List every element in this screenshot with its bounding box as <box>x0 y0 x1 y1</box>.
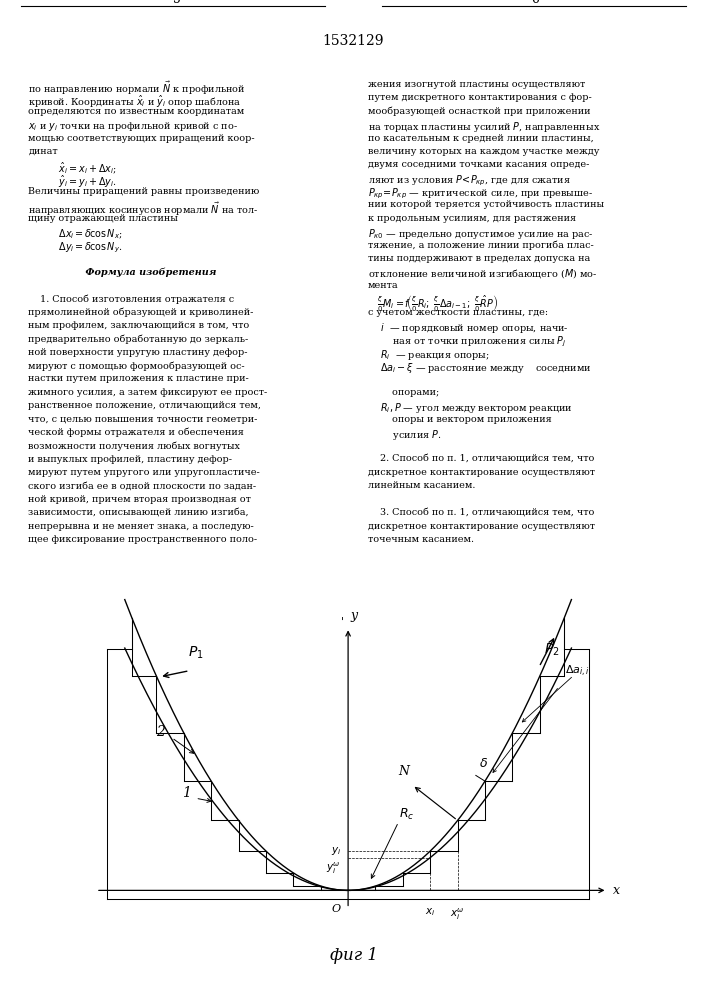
Text: и выпуклых профилей, пластину дефор-: и выпуклых профилей, пластину дефор- <box>28 455 233 464</box>
Text: 5: 5 <box>173 0 181 6</box>
Text: жимного усилия, а затем фиксируют ее прост-: жимного усилия, а затем фиксируют ее про… <box>28 388 267 397</box>
Text: $P_{к0}$ — предельно допустимое усилие на рас-: $P_{к0}$ — предельно допустимое усилие н… <box>368 227 593 241</box>
Text: $x_i$: $x_i$ <box>425 906 436 918</box>
Text: нии которой теряется устойчивость пластины: нии которой теряется устойчивость пласти… <box>368 200 604 209</box>
Text: ным профилем, заключающийся в том, что: ным профилем, заключающийся в том, что <box>28 321 250 330</box>
Text: $y_i^{\omega}$: $y_i^{\omega}$ <box>326 860 341 876</box>
Text: отклонение величиной изгибающего ($M$) мо-: отклонение величиной изгибающего ($M$) м… <box>368 267 597 280</box>
Text: 1. Способ изготовления отражателя с: 1. Способ изготовления отражателя с <box>28 294 235 304</box>
Text: Формула изобретения: Формула изобретения <box>28 267 216 277</box>
Text: с учетом жесткости пластины, где:: с учетом жесткости пластины, где: <box>368 308 548 317</box>
Text: предварительно обработанную до зеркаль-: предварительно обработанную до зеркаль- <box>28 334 249 344</box>
Text: 3. Способ по п. 1, отличающийся тем, что: 3. Способ по п. 1, отличающийся тем, что <box>368 508 594 517</box>
Text: ранственное положение, отличающийся тем,: ранственное положение, отличающийся тем, <box>28 401 262 410</box>
Text: O: O <box>332 904 341 914</box>
Text: дискретное контактирование осуществляют: дискретное контактирование осуществляют <box>368 468 595 477</box>
Text: ная от точки приложения силы $P_j$: ная от точки приложения силы $P_j$ <box>368 334 566 349</box>
Text: $R_i, P$ — угол между вектором реакции: $R_i, P$ — угол между вектором реакции <box>368 401 573 415</box>
Text: ной поверхности упругую пластину дефор-: ной поверхности упругую пластину дефор- <box>28 348 247 357</box>
Text: по направлению нормали $\vec{N}$ к профильной: по направлению нормали $\vec{N}$ к профи… <box>28 80 246 97</box>
Text: ': ' <box>341 617 344 627</box>
Text: 1: 1 <box>182 786 190 800</box>
Text: мируют с помощью формообразующей ос-: мируют с помощью формообразующей ос- <box>28 361 245 371</box>
Text: зависимости, описывающей линию изгиба,: зависимости, описывающей линию изгиба, <box>28 508 249 517</box>
Text: тяжение, а положение линии прогиба плас-: тяжение, а положение линии прогиба плас- <box>368 241 593 250</box>
Text: $\Delta a_i - \xi$ — расстояние между    соседними: $\Delta a_i - \xi$ — расстояние между со… <box>368 361 591 375</box>
Text: дискретное контактирование осуществляют: дискретное контактирование осуществляют <box>368 522 595 531</box>
Text: мента: мента <box>368 281 398 290</box>
Text: фиг 1: фиг 1 <box>329 946 378 964</box>
Text: $y_i$: $y_i$ <box>330 845 341 857</box>
Text: точечным касанием.: точечным касанием. <box>368 535 474 544</box>
Text: направляющих косинусов нормали $\vec{N}$ на тол-: направляющих косинусов нормали $\vec{N}$… <box>28 200 259 218</box>
Text: $x_i$ и $y_i$ точки на профильной кривой с по-: $x_i$ и $y_i$ точки на профильной кривой… <box>28 120 238 133</box>
Text: 2. Способ по п. 1, отличающийся тем, что: 2. Способ по п. 1, отличающийся тем, что <box>368 455 594 464</box>
Text: щее фиксирование пространственного поло-: щее фиксирование пространственного поло- <box>28 535 257 544</box>
Text: тины поддерживают в пределах допуска на: тины поддерживают в пределах допуска на <box>368 254 590 263</box>
Text: по касательным к средней линии пластины,: по касательным к средней линии пластины, <box>368 134 593 143</box>
Text: кривой. Координаты $\hat{x}_i$ и $\hat{y}_i$ опор шаблона: кривой. Координаты $\hat{x}_i$ и $\hat{y… <box>28 93 242 110</box>
Text: величину которых на каждом участке между: величину которых на каждом участке между <box>368 147 599 156</box>
Text: ·  6: · 6 <box>520 0 540 6</box>
Text: 1532129: 1532129 <box>323 34 384 48</box>
Text: y: y <box>350 609 358 622</box>
Text: $\Delta x_i = \delta\!\cos N_x$;: $\Delta x_i = \delta\!\cos N_x$; <box>28 227 123 241</box>
Text: двумя соседними точками касания опреде-: двумя соседними точками касания опреде- <box>368 160 589 169</box>
Text: ной кривой, причем вторая производная от: ной кривой, причем вторая производная от <box>28 495 251 504</box>
Text: жения изогнутой пластины осуществляют: жения изогнутой пластины осуществляют <box>368 80 585 89</box>
Text: на торцах пластины усилий $P$, направленных: на торцах пластины усилий $P$, направлен… <box>368 120 600 134</box>
Text: путем дискретного контактирования с фор-: путем дискретного контактирования с фор- <box>368 93 591 102</box>
Text: $P_2$: $P_2$ <box>544 642 560 658</box>
Text: мощью соответствующих приращений коор-: мощью соответствующих приращений коор- <box>28 134 255 143</box>
Text: настки путем приложения к пластине при-: настки путем приложения к пластине при- <box>28 374 249 383</box>
Text: x: x <box>612 884 619 897</box>
Text: ческой формы отражателя и обеспечения: ческой формы отражателя и обеспечения <box>28 428 244 437</box>
Text: $x_i^{\omega}$: $x_i^{\omega}$ <box>450 906 465 922</box>
Text: $P_{кр}\!=\!P_{кр}$ — критической силе, при превыше-: $P_{кр}\!=\!P_{кр}$ — критической силе, … <box>368 187 592 201</box>
Text: 2: 2 <box>156 725 165 739</box>
Text: $R_c$: $R_c$ <box>399 807 415 822</box>
Text: Величины приращений равны произведению: Величины приращений равны произведению <box>28 187 259 196</box>
Text: динат: динат <box>28 147 58 156</box>
Text: к продольным усилиям, для растяжения: к продольным усилиям, для растяжения <box>368 214 575 223</box>
Text: $\delta$: $\delta$ <box>479 757 488 770</box>
Text: мируют путем упругого или упругопластиче-: мируют путем упругого или упругопластиче… <box>28 468 260 477</box>
Text: щину отражающей пластины: щину отражающей пластины <box>28 214 178 223</box>
Text: $\Delta a_{i,i}$: $\Delta a_{i,i}$ <box>565 664 590 679</box>
Text: $\hat{x}_i = x_i + \Delta x_i$;: $\hat{x}_i = x_i + \Delta x_i$; <box>28 160 117 176</box>
Text: что, с целью повышения точности геометри-: что, с целью повышения точности геометри… <box>28 415 257 424</box>
Text: возможности получения любых вогнутых: возможности получения любых вогнутых <box>28 441 240 451</box>
Text: мообразующей оснасткой при приложении: мообразующей оснасткой при приложении <box>368 107 590 116</box>
Text: $i$  — порядковый номер опоры, начи-: $i$ — порядковый номер опоры, начи- <box>368 321 568 335</box>
Text: непрерывна и не меняет знака, а последую-: непрерывна и не меняет знака, а последую… <box>28 522 254 531</box>
Text: N: N <box>398 765 409 778</box>
Text: определяются по известным координатам: определяются по известным координатам <box>28 107 245 116</box>
Text: $R_i$  — реакция опоры;: $R_i$ — реакция опоры; <box>368 348 489 362</box>
Text: опоры и вектором приложения: опоры и вектором приложения <box>368 415 551 424</box>
Text: усилия $P$.: усилия $P$. <box>368 428 441 442</box>
Text: ляют из условия $P\!<\!P_{кр}$, где для сжатия: ляют из условия $P\!<\!P_{кр}$, где для … <box>368 174 571 188</box>
Text: $\frac{\xi}{0}M_i = f\!\left(\frac{\xi}{0}R_i;\;\frac{\xi}{0}\Delta a_{i-1};\;\f: $\frac{\xi}{0}M_i = f\!\left(\frac{\xi}{… <box>368 294 498 314</box>
Text: прямолинейной образующей и криволиней-: прямолинейной образующей и криволиней- <box>28 308 254 317</box>
Text: линейным касанием.: линейным касанием. <box>368 481 475 490</box>
Text: ского изгиба ее в одной плоскости по задан-: ского изгиба ее в одной плоскости по зад… <box>28 481 257 490</box>
Text: $\hat{y}_i = y_i + \Delta y_i$.: $\hat{y}_i = y_i + \Delta y_i$. <box>28 174 117 190</box>
Text: опорами;: опорами; <box>368 388 439 397</box>
Text: $\Delta y_i = \delta\!\cos N_y$.: $\Delta y_i = \delta\!\cos N_y$. <box>28 241 123 255</box>
Text: $P_1$: $P_1$ <box>187 645 203 661</box>
